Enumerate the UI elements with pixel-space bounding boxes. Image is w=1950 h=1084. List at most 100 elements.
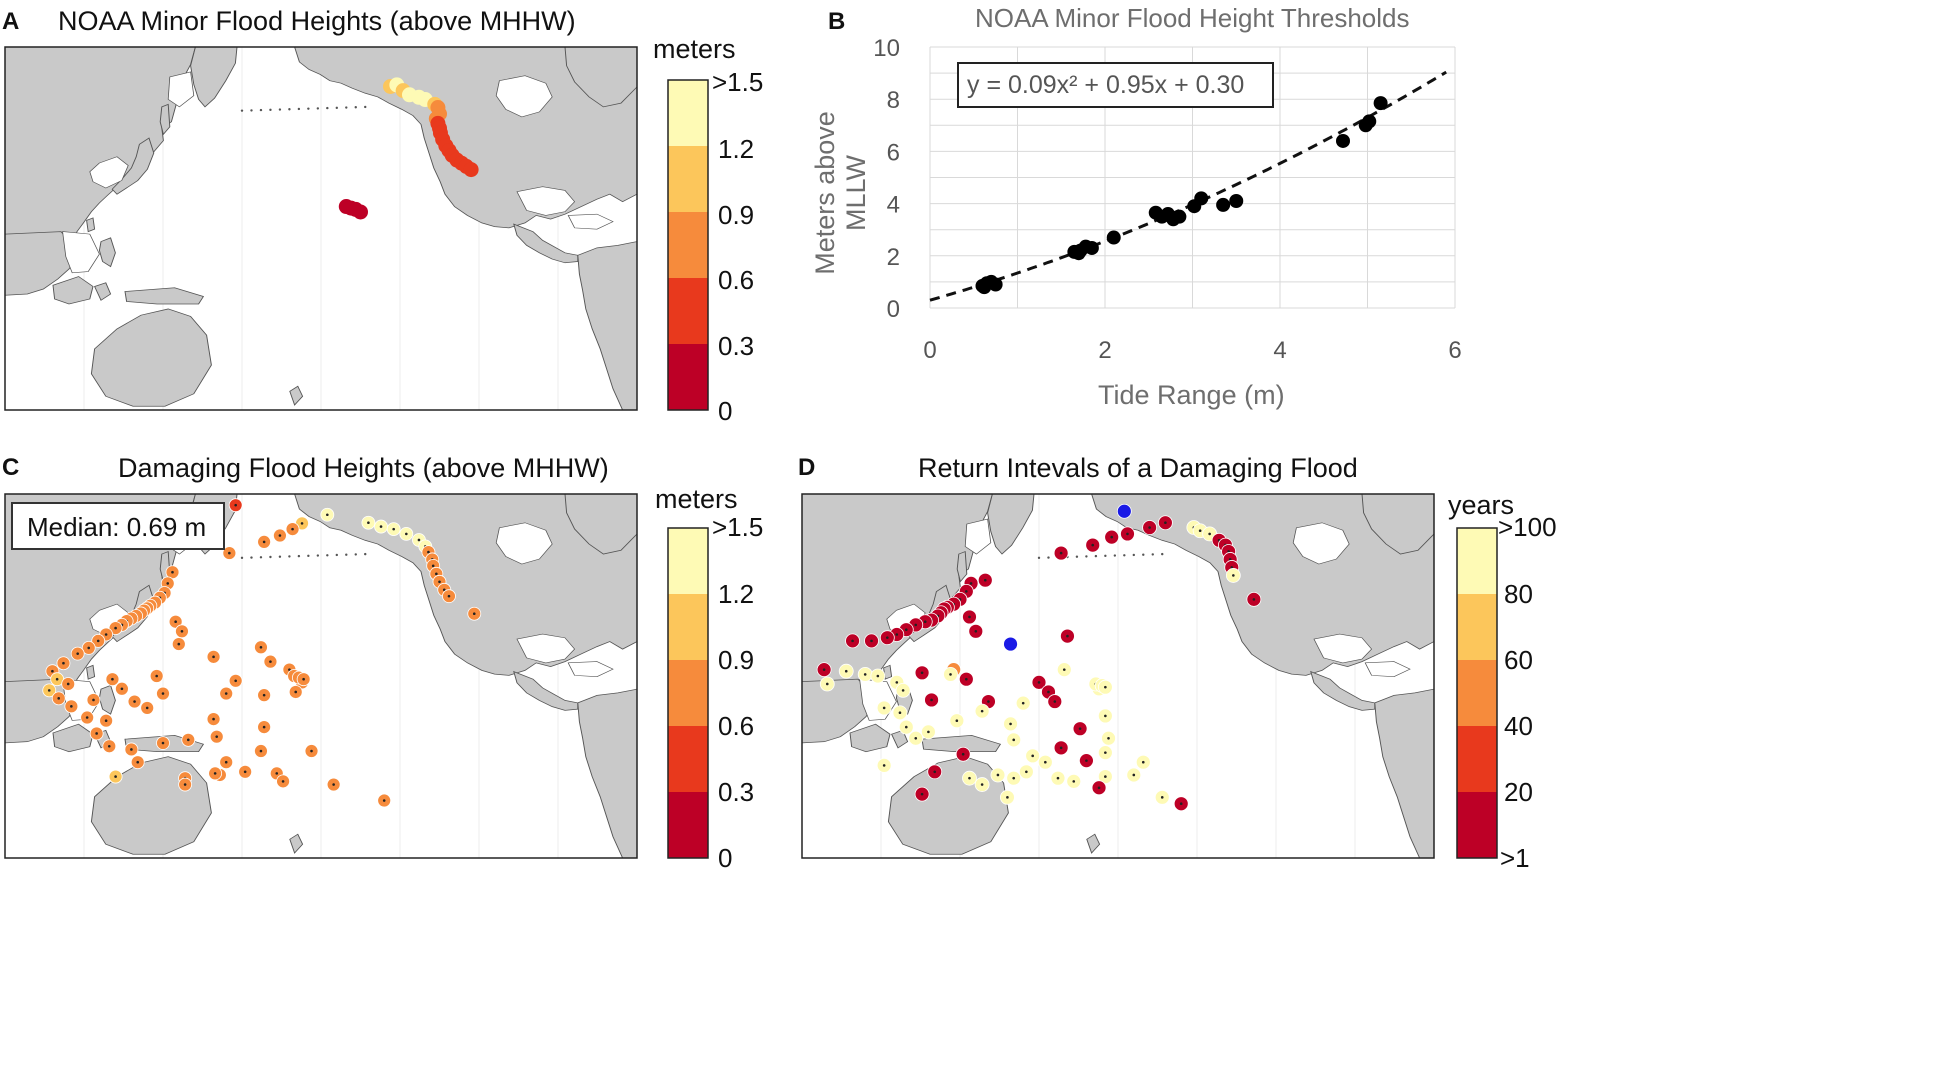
- station-marker: [968, 615, 971, 619]
- station-marker: [949, 673, 952, 676]
- map-frame: [4, 46, 638, 411]
- y-tick-label: 8: [887, 87, 900, 114]
- island-dot: [364, 552, 367, 556]
- colorbar-d-tick-2: 40: [1504, 711, 1533, 741]
- station-marker: [1085, 759, 1088, 762]
- island-dot: [297, 107, 301, 111]
- island-dot: [278, 108, 282, 111]
- station-marker: [367, 521, 370, 525]
- colorbar-a-tick-1: 0.3: [718, 331, 755, 361]
- panel-letter-c: C: [2, 454, 20, 481]
- colorbar-d-tick-4: 80: [1504, 579, 1533, 609]
- panel-a-title: NOAA Minor Flood Heights (above MHHW): [58, 6, 576, 36]
- station-marker: [822, 668, 826, 671]
- station-marker: [224, 760, 228, 764]
- colorbar-a-tick-3: 0.9: [718, 200, 755, 230]
- colorbar-a-tick-5: >1.5: [712, 67, 764, 97]
- station-marker: [920, 792, 924, 796]
- station-marker: [968, 776, 971, 780]
- station-marker: [213, 772, 217, 775]
- station-marker: [51, 669, 54, 673]
- station-marker: [1160, 796, 1164, 799]
- colorbar-segment: [1457, 660, 1497, 726]
- station-marker: [895, 681, 899, 684]
- station-marker: [259, 645, 263, 649]
- colorbar-segment: [668, 344, 708, 410]
- colorbar-c-tick-1: 0.3: [718, 777, 755, 807]
- station-marker: [161, 741, 165, 745]
- station-marker: [269, 660, 272, 663]
- station-marker: [882, 764, 886, 767]
- station-marker: [161, 692, 165, 695]
- station-marker: [180, 629, 184, 633]
- island-dot: [345, 553, 348, 556]
- colorbar-d-tick-5: >100: [1498, 512, 1557, 542]
- station-marker: [442, 588, 446, 592]
- colorbar-c-tick-3: 0.9: [718, 645, 755, 675]
- island-dot: [354, 106, 357, 109]
- station-marker: [262, 725, 266, 729]
- station-marker: [66, 682, 70, 686]
- station-marker: [996, 773, 1000, 777]
- station-marker: [114, 775, 117, 778]
- station-marker: [379, 525, 383, 528]
- colorbar-c-tick-4: 1.2: [718, 579, 755, 609]
- y-tick-label: 6: [887, 139, 900, 166]
- station-marker: [392, 527, 395, 531]
- station-marker: [291, 527, 294, 531]
- station-marker: [1091, 543, 1095, 547]
- station-marker: [914, 736, 918, 740]
- station-marker: [275, 772, 279, 775]
- colorbar-segment: [1457, 594, 1497, 660]
- station-marker: [166, 582, 170, 585]
- station-marker: [920, 671, 924, 675]
- threshold-point: [977, 280, 992, 295]
- island-dot: [250, 109, 253, 112]
- station-marker: [262, 540, 266, 544]
- station-marker: [310, 749, 313, 753]
- station-marker: [234, 679, 237, 683]
- colorbar-frame: [667, 527, 709, 859]
- station-marker: [171, 570, 174, 574]
- station-marker: [212, 655, 215, 659]
- station-marker: [326, 513, 329, 517]
- station-marker: [259, 749, 263, 753]
- station-marker: [955, 719, 959, 723]
- threshold-point: [1106, 230, 1121, 245]
- station-marker: [332, 783, 335, 786]
- station-marker: [262, 693, 266, 697]
- station-marker: [47, 689, 51, 692]
- threshold-point: [1229, 193, 1244, 208]
- island-dot: [1142, 553, 1145, 556]
- station-marker: [183, 783, 187, 786]
- station-marker: [1107, 736, 1110, 740]
- threshold-point: [1216, 197, 1231, 212]
- panel-b-title: NOAA Minor Flood Height Thresholds: [975, 3, 1410, 33]
- colorbar-c-tick-0: 0: [718, 843, 733, 873]
- station-marker: [417, 538, 421, 542]
- station-marker: [974, 629, 978, 633]
- station-marker: [1021, 701, 1025, 705]
- median-annotation-text: Median: 0.69 m: [27, 512, 207, 542]
- station-marker: [281, 780, 285, 783]
- colorbar-a: [667, 79, 709, 411]
- station-marker: [174, 620, 177, 624]
- station-marker: [278, 534, 282, 537]
- station-marker: [92, 698, 95, 702]
- return-interval-point: [1003, 636, 1018, 652]
- station-marker: [1132, 773, 1136, 777]
- colorbar-a-tick-0: 0: [718, 396, 733, 426]
- island-dot: [345, 106, 348, 109]
- colorbar-c-unit: meters: [655, 484, 738, 514]
- colorbar-c-tick-5: >1.5: [712, 512, 764, 542]
- station-marker: [870, 639, 873, 643]
- station-marker: [825, 682, 829, 686]
- island-dot: [326, 106, 329, 110]
- panel-a-map: [4, 46, 638, 411]
- island-dot: [1123, 554, 1126, 557]
- station-marker: [1141, 760, 1145, 764]
- island-dot: [335, 553, 338, 557]
- island-dot: [1094, 554, 1098, 558]
- station-marker: [851, 639, 854, 643]
- y-tick-label: 10: [873, 35, 900, 62]
